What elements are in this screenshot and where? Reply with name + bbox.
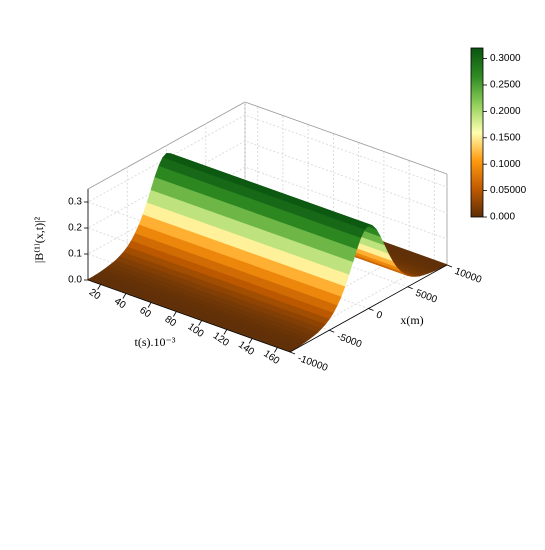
tick-mark: [407, 286, 413, 290]
surface-patch: [87, 276, 295, 352]
tick-mark: [446, 264, 453, 268]
grid-line: [277, 169, 435, 348]
colorbar-tick-label: 0.05000: [490, 185, 527, 196]
colorbar: [470, 47, 484, 218]
tick-mark: [368, 308, 374, 311]
z-tick-label: 0.2: [68, 223, 82, 234]
z-tick-label: 0.1: [68, 249, 82, 260]
tick-mark: [147, 302, 152, 308]
grid-line: [100, 106, 259, 285]
t-axis: [87, 279, 291, 353]
grid-line: [176, 133, 334, 312]
tick-mark: [248, 338, 253, 344]
colorbar-tick-label: 0.1000: [490, 159, 521, 170]
tick-mark: [329, 329, 335, 333]
colorbar-tick-label: 0.1500: [490, 132, 521, 143]
colorbar-tick-label: 0.000: [490, 212, 515, 223]
colorbar-tick-label: 0.2000: [490, 106, 521, 117]
tick-mark: [122, 293, 127, 299]
z-tick-label: 0.0: [68, 275, 82, 286]
tick-mark: [289, 351, 296, 355]
box-edge: [244, 101, 448, 175]
grid-line: [150, 124, 309, 303]
t-axis-label: t(s).10⁻³: [135, 335, 176, 349]
z-tick-label: 0.3: [68, 197, 82, 208]
z-axis-label: |B⁽¹⁾(x,t)|²: [32, 216, 46, 263]
grid-line: [125, 115, 284, 294]
grid-line: [251, 160, 410, 339]
colorbar-tick-label: 0.2500: [490, 80, 521, 91]
tick-mark: [223, 329, 228, 335]
grid-line: [226, 151, 385, 330]
colorbar-tick-label: 0.3000: [490, 53, 521, 64]
tick-mark: [274, 347, 278, 353]
tick-mark: [198, 320, 202, 326]
x-axis-label: x(m): [400, 313, 423, 327]
tick-mark: [97, 284, 101, 290]
tick-mark: [173, 311, 177, 317]
surface: [87, 152, 448, 352]
x-tick-label: 0: [375, 309, 384, 321]
grid-line: [201, 142, 360, 321]
